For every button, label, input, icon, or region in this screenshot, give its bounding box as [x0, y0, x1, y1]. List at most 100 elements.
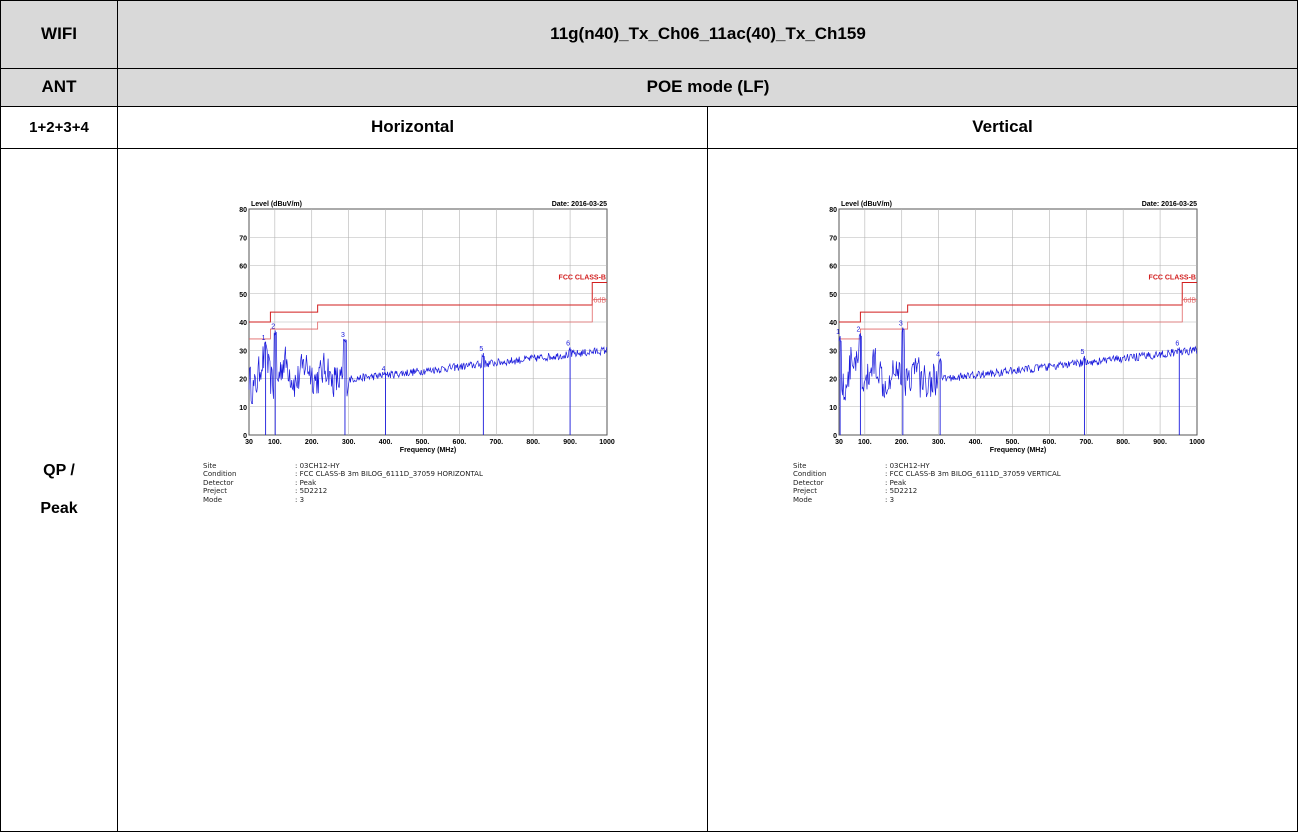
- marker-label: 6: [566, 340, 570, 347]
- marker-label: 4: [936, 352, 940, 359]
- horizontal-chart-svg: 0 10 20 30 40 50 60 70 80 30 100. 200. 300. 400. 500. 6…: [239, 201, 615, 454]
- y-tick-label: 60: [829, 264, 837, 271]
- detector-key: Detector: [203, 478, 234, 487]
- antenna-combo-label: 1+2+3+4: [29, 118, 89, 136]
- x-tick-label: 200.: [305, 439, 319, 446]
- horizontal-test-info: Site : 03CH12-HY Condition : FCC CLASS-B 3…: [203, 462, 483, 504]
- marker-label: 4: [382, 366, 386, 373]
- table-border-top: [0, 0, 1298, 1]
- marker-label: 2: [271, 323, 275, 330]
- marker-label: 6: [1175, 340, 1179, 347]
- x-tick-label: 30: [245, 439, 253, 446]
- vertical-header-cell: Vertical: [707, 106, 1298, 148]
- y-tick-label: 10: [829, 405, 837, 412]
- emission-trace: [248, 331, 608, 404]
- x-tick-label: 1000: [599, 439, 615, 446]
- x-tick-label: 700.: [489, 439, 503, 446]
- vertical-header: Vertical: [972, 117, 1033, 136]
- marker-label: 3: [899, 321, 903, 328]
- condition-value: : FCC CLASS-B 3m BILOG_6111D_37059 VERTI…: [885, 470, 1061, 479]
- site-value: : 03CH12-HY: [295, 462, 340, 470]
- wifi-value-cell: 11g(n40)_Tx_Ch06_11ac(40)_Tx_Ch159: [118, 0, 1298, 68]
- x-tick-label: 200.: [895, 439, 909, 446]
- marker-label: 5: [479, 346, 483, 353]
- horizontal-header: Horizontal: [370, 117, 455, 136]
- x-tick-label: 400.: [379, 439, 393, 446]
- margin-label: -6dB: [591, 297, 606, 304]
- margin-label: -6dB: [1181, 297, 1196, 304]
- y-tick-label: 50: [239, 292, 247, 299]
- y-axis-label: Level (dBuV/m): [841, 201, 892, 208]
- table-rule: [0, 68, 1298, 69]
- ant-value-cell: POE mode (LF): [118, 68, 1298, 106]
- y-tick-label: 20: [239, 377, 247, 384]
- chart-date: Date: 2016-03-25: [552, 201, 607, 208]
- x-tick-label: 800.: [1116, 439, 1130, 446]
- x-tick-label: 500.: [416, 439, 430, 446]
- detector-value: : Peak: [885, 478, 907, 487]
- condition-key: Condition: [793, 470, 827, 479]
- x-tick-label: 500.: [1006, 439, 1020, 446]
- y-tick-label: 40: [239, 320, 247, 327]
- detector-key: Detector: [793, 478, 824, 487]
- mode-key: Mode: [203, 495, 223, 504]
- mode-value: : 3: [295, 495, 305, 504]
- fcc-limit-line: [249, 281, 607, 323]
- y-tick-label: 60: [239, 264, 247, 271]
- y-tick-label: 0: [833, 433, 837, 440]
- x-tick-label: 100.: [858, 439, 872, 446]
- detector-value: : Peak: [295, 478, 317, 487]
- marker-label: 3: [341, 332, 345, 339]
- y-tick-label: 40: [829, 320, 837, 327]
- x-tick-label: 100.: [268, 439, 282, 446]
- x-tick-label: 800.: [526, 439, 540, 446]
- x-tick-label: 600.: [1043, 439, 1057, 446]
- limit-label: FCC CLASS-B: [1149, 274, 1196, 281]
- table-border-left: [0, 0, 1, 832]
- y-tick-label: 70: [829, 235, 837, 242]
- table-rule: [0, 106, 1298, 107]
- condition-value: : FCC CLASS-B 3m BILOG_6111D_37059 HORIZ…: [295, 470, 483, 479]
- project-key: Preject: [203, 487, 227, 496]
- detector-label-cell: QP / Peak: [0, 148, 118, 832]
- y-axis-label: Level (dBuV/m): [251, 201, 302, 208]
- marker-label: 2: [856, 326, 860, 333]
- mode-key: Mode: [793, 495, 813, 504]
- horizontal-emission-chart: 0 10 20 30 40 50 60 70 80 30 100. 200. 300. 400. 500. 6…: [225, 195, 620, 457]
- detector-label-qp: QP /: [43, 462, 75, 479]
- x-tick-label: 600.: [453, 439, 467, 446]
- y-tick-label: 30: [239, 348, 247, 355]
- x-axis-label: Frequency (MHz): [400, 447, 456, 454]
- vertical-chart-svg: 0 10 20 30 40 50 60 70 80 30 100. 200. 300. 400. 500. 6…: [829, 201, 1205, 454]
- marker-label: 1: [262, 335, 266, 342]
- y-tick-label: 20: [829, 377, 837, 384]
- site-key: Site: [793, 462, 807, 470]
- y-tick-label: 50: [829, 292, 837, 299]
- x-tick-label: 300.: [932, 439, 946, 446]
- ant-value: POE mode (LF): [646, 77, 770, 96]
- x-axis-label: Frequency (MHz): [990, 447, 1046, 454]
- x-tick-label: 700.: [1079, 439, 1093, 446]
- y-tick-label: 80: [239, 207, 247, 214]
- chart-date: Date: 2016-03-25: [1142, 201, 1197, 208]
- marker-label: 1: [836, 329, 840, 336]
- site-value: : 03CH12-HY: [885, 462, 930, 470]
- x-tick-label: 900.: [563, 439, 577, 446]
- x-tick-label: 30: [835, 439, 843, 446]
- y-tick-label: 70: [239, 235, 247, 242]
- wifi-label: WIFI: [41, 24, 77, 43]
- condition-key: Condition: [203, 470, 237, 479]
- wifi-label-cell: WIFI: [0, 0, 118, 68]
- fcc-limit-line: [839, 281, 1197, 323]
- site-key: Site: [203, 462, 217, 470]
- x-tick-label: 900.: [1153, 439, 1167, 446]
- table-column-rule: [707, 106, 708, 832]
- ant-label-cell: ANT: [0, 68, 118, 106]
- antenna-combo-cell: 1+2+3+4: [0, 106, 118, 148]
- wifi-value: 11g(n40)_Tx_Ch06_11ac(40)_Tx_Ch159: [550, 24, 866, 43]
- vertical-emission-chart: 0 10 20 30 40 50 60 70 80 30 100. 200. 300. 400. 500. 6…: [815, 195, 1210, 457]
- detector-label-peak: Peak: [40, 500, 78, 517]
- marker-label: 5: [1080, 349, 1084, 356]
- y-tick-label: 10: [239, 405, 247, 412]
